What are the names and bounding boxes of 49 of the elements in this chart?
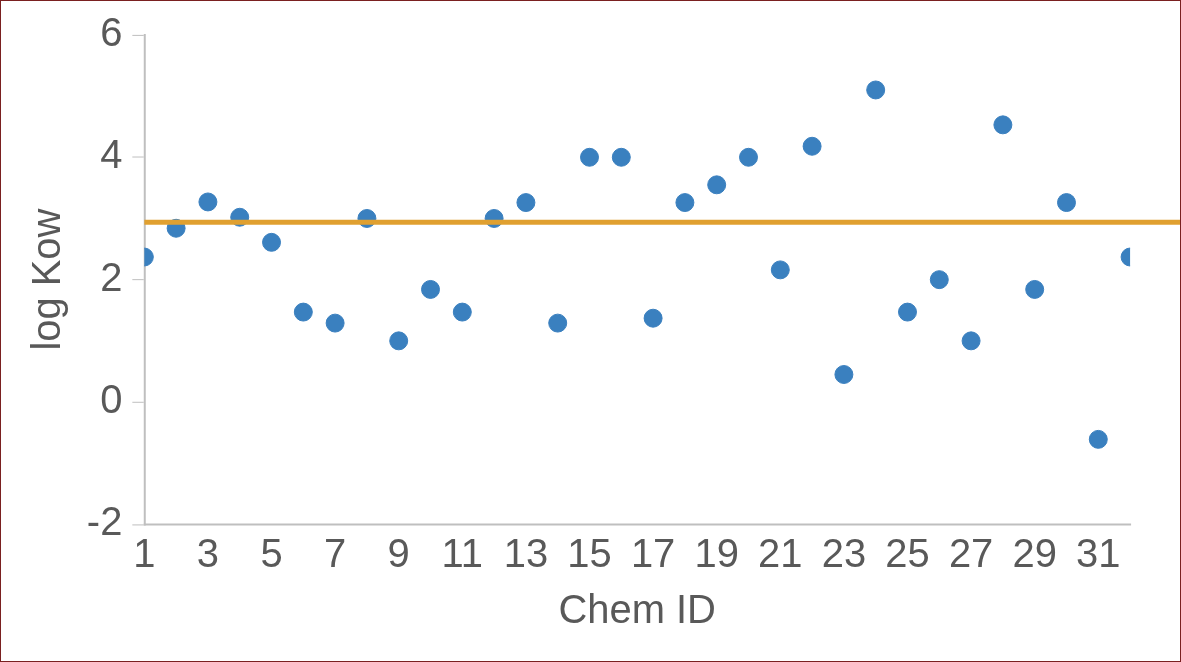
y-tick-label: 0 — [100, 377, 123, 422]
x-tick-label: 31 — [1076, 531, 1121, 576]
x-tick-label: 29 — [1012, 531, 1057, 576]
x-tick-label: 23 — [821, 531, 867, 576]
point — [1025, 279, 1045, 299]
x-tick-label: 27 — [948, 531, 994, 576]
y-axis-title: log Kow — [23, 208, 68, 351]
x-tick-label: 15 — [567, 531, 612, 576]
point — [961, 331, 981, 351]
point — [643, 308, 663, 328]
point — [421, 279, 440, 299]
point — [739, 147, 758, 167]
x-tick-label: 19 — [694, 531, 739, 576]
point — [993, 115, 1013, 135]
x-tick-label: 13 — [503, 531, 549, 576]
x-axis-title: Chem ID — [558, 587, 716, 632]
point — [516, 193, 536, 213]
x-tick-label: 17 — [630, 531, 676, 576]
y-tick-label: 6 — [100, 9, 123, 54]
point — [834, 365, 854, 384]
point — [675, 193, 695, 213]
point — [866, 80, 886, 100]
y-tick-label: -2 — [86, 499, 123, 544]
x-tick-label: 25 — [885, 531, 930, 576]
point — [580, 147, 599, 167]
x-tick-label: 11 — [441, 531, 484, 576]
x-tick-label: 9 — [387, 531, 410, 576]
point — [389, 331, 409, 351]
point — [1088, 429, 1108, 449]
point — [198, 192, 218, 212]
point — [770, 260, 790, 280]
x-tick-label: 7 — [324, 531, 347, 576]
y-tick-label: 4 — [100, 132, 123, 177]
x-tick-label: 21 — [758, 531, 803, 576]
point — [452, 302, 472, 322]
point — [548, 313, 568, 333]
point — [325, 313, 345, 333]
point — [898, 302, 917, 322]
point — [1057, 193, 1076, 213]
point — [707, 175, 727, 195]
point — [611, 147, 631, 167]
x-tick-label: 1 — [133, 531, 156, 576]
point — [802, 136, 822, 156]
x-tick-label: 3 — [196, 531, 220, 576]
x-tick-label: 5 — [260, 531, 283, 576]
y-tick-label: 2 — [100, 254, 123, 299]
point — [293, 302, 313, 322]
point — [262, 232, 281, 252]
point — [929, 270, 949, 290]
